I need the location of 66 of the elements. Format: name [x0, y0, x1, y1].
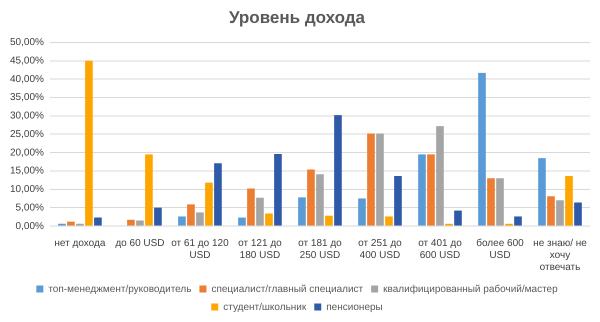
- x-tick-label: от 61 до 120 USD: [171, 238, 230, 261]
- bar: [178, 216, 186, 226]
- bar: [298, 197, 306, 226]
- x-tick-label: нет дохода: [54, 238, 106, 249]
- bar: [367, 133, 375, 226]
- bar: [274, 154, 282, 226]
- legend-label: топ-менеджмент/руководитель: [48, 284, 192, 295]
- bar: [454, 210, 462, 226]
- bar: [436, 126, 444, 226]
- y-tick-label: 40,00%: [10, 74, 44, 85]
- y-tick-label: 10,00%: [10, 184, 44, 196]
- bar: [316, 174, 324, 226]
- bar: [307, 169, 315, 226]
- x-tick-label: от 251 до 400 USD: [358, 238, 402, 261]
- bar: [154, 208, 162, 226]
- bar: [334, 115, 342, 226]
- bar: [565, 176, 573, 226]
- bar: [514, 216, 522, 226]
- y-tick-label: 5,00%: [16, 202, 44, 214]
- y-tick-label: 20,00%: [10, 147, 44, 158]
- bar: [358, 198, 366, 226]
- legend-label: пенсионеры: [326, 302, 383, 313]
- bar: [136, 220, 144, 226]
- legend-label: специалист/главный специалист: [211, 284, 364, 295]
- bar: [487, 178, 495, 226]
- bar: [214, 163, 222, 226]
- y-tick-label: 45,00%: [10, 56, 44, 67]
- x-tick-label: от 121 до 180 USD: [238, 238, 282, 261]
- x-tick-label: не знаю/ не хочу отвечать: [533, 238, 588, 273]
- bar: [376, 133, 384, 226]
- y-tick-label: 35,00%: [10, 92, 44, 104]
- y-tick-label: 15,00%: [10, 166, 44, 177]
- bar: [574, 202, 582, 226]
- bar: [478, 72, 486, 226]
- x-tick-label: от 181 до 250 USD: [298, 238, 342, 261]
- x-tick-label: до 60 USD: [115, 238, 165, 249]
- bar: [145, 154, 153, 226]
- chart-title: Уровень дохода: [228, 8, 366, 27]
- bar: [265, 214, 273, 226]
- bar: [547, 196, 555, 226]
- y-tick-label: 0,00%: [16, 220, 44, 232]
- bar: [394, 176, 402, 226]
- y-tick-label: 30,00%: [10, 110, 44, 122]
- bar: [427, 154, 435, 226]
- x-tick-label: от 401 до 600 USD: [418, 238, 462, 261]
- bar: [256, 198, 264, 226]
- bar: [67, 222, 75, 226]
- bar: [127, 220, 135, 226]
- y-tick-label: 50,00%: [10, 37, 44, 48]
- bar: [556, 200, 564, 226]
- bar: [187, 204, 195, 226]
- bar: [325, 216, 333, 226]
- x-tick-label: более 600 USD: [476, 238, 524, 261]
- y-tick-label: 25,00%: [10, 128, 44, 140]
- legend-label: квалифицированный рабочий/мастер: [383, 284, 558, 295]
- bar: [94, 218, 102, 226]
- bar: [85, 60, 93, 226]
- bar: [496, 178, 504, 226]
- legend-label: студент/школьник: [223, 302, 307, 313]
- bar: [196, 212, 204, 226]
- bar: [538, 158, 546, 226]
- bar: [205, 182, 213, 226]
- bar: [238, 218, 246, 226]
- bar: [418, 154, 426, 226]
- bar: [247, 188, 255, 226]
- bar: [385, 216, 393, 226]
